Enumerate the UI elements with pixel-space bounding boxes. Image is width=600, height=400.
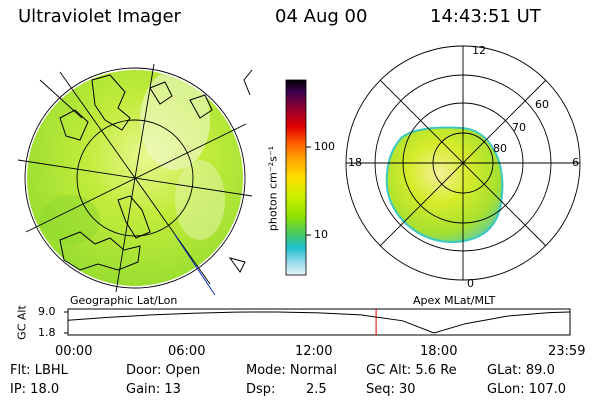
mode-info: Mode: Normal bbox=[246, 363, 337, 378]
colorbar-gradient bbox=[285, 79, 307, 276]
mlt-label-6: 6 bbox=[572, 156, 579, 169]
alt-ytick-1: 1.8 bbox=[38, 326, 56, 339]
mlat-label-60: 60 bbox=[535, 98, 549, 111]
date-label: 04 Aug 00 bbox=[275, 6, 368, 27]
alt-xtick-1: 06:00 bbox=[168, 344, 206, 359]
filter-info: Flt: LBHL bbox=[10, 363, 68, 378]
alt-xtick-0: 00:00 bbox=[55, 344, 93, 359]
alt-xtick-4: 23:59 bbox=[548, 344, 586, 359]
colorbar-tick-100: 100 bbox=[314, 140, 335, 153]
glat-info: GLat: 89.0 bbox=[487, 363, 555, 378]
alt-xtick-2: 12:00 bbox=[295, 344, 333, 359]
alt-ylabel: GC Alt bbox=[15, 305, 29, 340]
time-label: 14:43:51 UT bbox=[430, 6, 541, 27]
alt-ytick-9: 9.0 bbox=[38, 305, 56, 318]
mlat-label-80: 80 bbox=[493, 142, 507, 155]
mlt-label-0: 0 bbox=[467, 277, 474, 290]
polar-caption: Apex MLat/MLT bbox=[413, 294, 496, 307]
geo-caption: Geographic Lat/Lon bbox=[70, 294, 178, 307]
altitude-curve bbox=[67, 311, 570, 334]
alt-xtick-3: 18:00 bbox=[420, 344, 458, 359]
dsp-value: 2.5 bbox=[306, 382, 327, 397]
glon-info: GLon: 107.0 bbox=[487, 382, 567, 397]
gc-alt-info: GC Alt: 5.6 Re bbox=[366, 363, 457, 378]
mlt-label-18: 18 bbox=[348, 156, 362, 169]
colorbar-tick-10: 10 bbox=[314, 228, 328, 241]
mlat-label-70: 70 bbox=[512, 121, 526, 134]
ip-info: IP: 18.0 bbox=[10, 382, 60, 397]
instrument-title: Ultraviolet Imager bbox=[18, 6, 181, 27]
seq-info: Seq: 30 bbox=[366, 382, 416, 397]
dsp-label: Dsp: bbox=[246, 382, 276, 397]
auroral-oval bbox=[385, 126, 504, 244]
polar-grid bbox=[345, 45, 581, 281]
gain-info: Gain: 13 bbox=[126, 382, 181, 397]
door-info: Door: Open bbox=[126, 363, 201, 378]
mlt-label-12: 12 bbox=[472, 44, 486, 57]
